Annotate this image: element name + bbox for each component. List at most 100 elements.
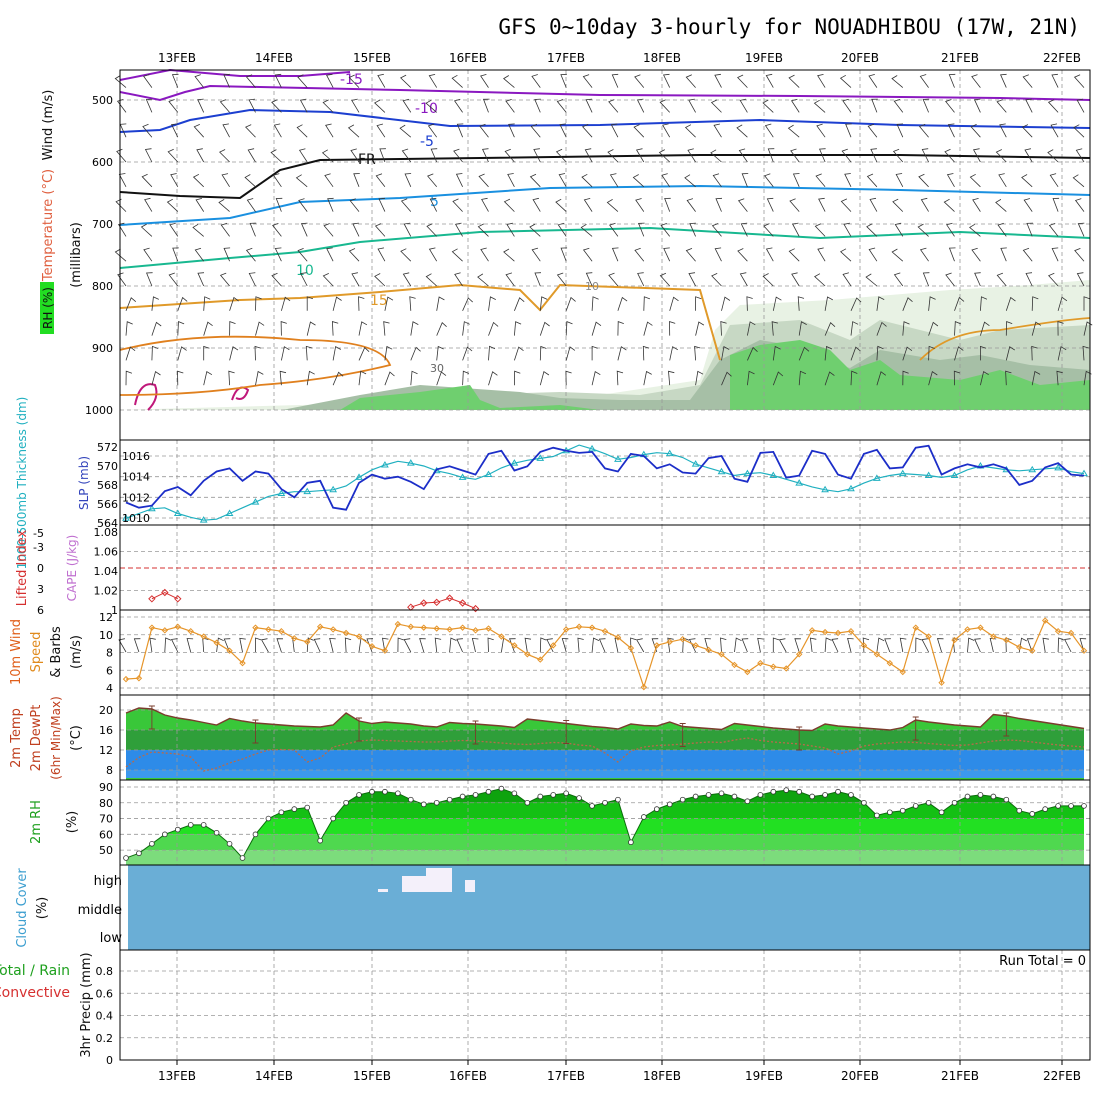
wind-barb	[843, 222, 852, 237]
wind-barb	[740, 222, 748, 237]
wind-barb	[790, 98, 800, 113]
thickness-point	[173, 509, 182, 516]
rh-point	[861, 799, 867, 806]
rh-point	[291, 806, 298, 812]
wind-barb	[245, 247, 256, 262]
wind-barb	[1075, 148, 1085, 163]
wind-barb	[376, 123, 386, 138]
wind-barb	[813, 99, 826, 113]
rh-point	[731, 793, 738, 800]
wind-barb	[765, 73, 774, 88]
wind-barb	[609, 222, 619, 237]
wind-barb	[607, 149, 619, 163]
rh-point	[822, 792, 828, 798]
wind-barb	[591, 296, 599, 311]
wind-barb	[591, 370, 601, 386]
pressure-tick-label: 700	[92, 218, 113, 231]
wind-speed-point	[291, 635, 298, 642]
rh-point	[446, 796, 453, 803]
wind-barb	[738, 148, 748, 163]
isotherm-line-10	[119, 226, 1091, 269]
wind-barb	[763, 223, 774, 237]
wind-barb	[895, 173, 904, 187]
rh-point	[809, 793, 815, 800]
wind-barb	[168, 272, 179, 287]
wind-10m-barb	[276, 638, 284, 653]
rh-point	[589, 803, 595, 809]
wind-barb	[845, 123, 852, 138]
wind-barb	[840, 198, 852, 212]
wind-speed-point	[899, 668, 906, 676]
li-point	[471, 604, 480, 613]
wind-barb	[747, 321, 756, 336]
wind-barb	[378, 197, 386, 212]
wind-barb	[451, 248, 463, 262]
wind-speed-point	[640, 683, 648, 691]
wind-10m-barb	[847, 637, 854, 653]
wind-barb	[410, 370, 418, 386]
top-date-label: 22FEB	[1043, 51, 1081, 65]
wind-barb	[637, 272, 645, 287]
wind-barb	[400, 198, 412, 212]
wind-barb	[532, 197, 541, 212]
temp-minmax-bar	[912, 716, 919, 741]
wind-barb	[582, 124, 593, 138]
wind-barb	[1077, 222, 1085, 237]
wind-10m-barb	[921, 638, 929, 653]
wind-barb	[332, 371, 344, 386]
p2-frame	[119, 439, 1091, 526]
wind-10m-barb	[382, 637, 389, 653]
wind-barb	[192, 223, 204, 237]
wind-barb	[608, 272, 619, 287]
rh-point	[252, 831, 259, 838]
wind-10m-barb	[899, 637, 907, 653]
wind-barb	[384, 345, 393, 361]
rh-point	[1081, 803, 1087, 809]
wind-barb	[712, 173, 722, 188]
wind-barb	[539, 371, 550, 386]
wind-tick-label: 6	[106, 664, 113, 677]
wind-barb	[1048, 223, 1059, 237]
wind-barb	[300, 222, 308, 237]
wind-barb	[427, 173, 438, 188]
isotherm-label: 10	[296, 263, 314, 279]
wind-speed-point	[498, 633, 505, 640]
wind-barb	[555, 148, 567, 163]
wind-barb	[151, 345, 159, 361]
temp-minmax-bar	[1003, 712, 1010, 737]
wind-barb	[1073, 124, 1085, 138]
rh-point	[395, 790, 401, 797]
thickness-point	[872, 474, 881, 481]
wind-tick-label: 8	[106, 647, 113, 660]
wind-barb	[839, 74, 852, 88]
wind-barb	[1057, 346, 1067, 361]
li-tick-label: -5	[33, 527, 44, 540]
wind-10m-barb	[561, 638, 569, 653]
wind-barb	[171, 73, 179, 88]
wind-speed-point	[614, 634, 622, 641]
wind-barb	[358, 296, 365, 311]
wind-barb	[953, 370, 961, 386]
temp-minmax-bar	[252, 719, 259, 744]
rh-band-50	[126, 834, 1084, 851]
wind-barb	[617, 296, 628, 311]
wind-barb	[375, 173, 386, 188]
wind-barb	[221, 173, 230, 188]
wind-barb	[125, 321, 133, 336]
wind-barb	[694, 345, 701, 361]
wind-barb	[720, 321, 727, 336]
wind-barb	[893, 272, 904, 287]
precip-tick-label: 0.2	[96, 1032, 114, 1045]
wind-barb	[306, 321, 316, 336]
wind-10m-barb	[1026, 638, 1034, 653]
wind-barb	[480, 74, 489, 88]
wind-10m-barb	[989, 637, 997, 653]
wind-barb	[798, 321, 807, 336]
wind-speed-point	[329, 626, 337, 633]
wind-barb	[358, 346, 370, 361]
run-total-label: Run Total = 0	[999, 954, 1086, 969]
wind-barb	[736, 124, 748, 138]
temp-minmax-bar	[563, 720, 570, 744]
wind-barb	[643, 296, 651, 311]
wind-barb	[582, 74, 593, 88]
